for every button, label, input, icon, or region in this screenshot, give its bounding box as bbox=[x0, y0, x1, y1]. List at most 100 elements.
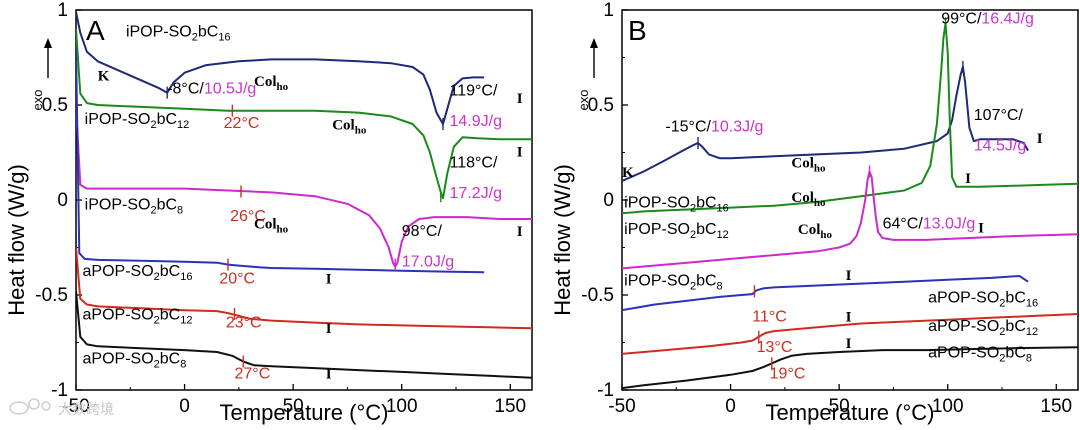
annotation-label: I bbox=[326, 367, 332, 383]
annotation-text2: bC bbox=[1005, 345, 1025, 362]
annotation-text: 22°C bbox=[224, 115, 260, 132]
annotation-text: Col bbox=[254, 74, 276, 90]
annotation-label: 17.2J/g bbox=[449, 185, 501, 202]
panel-b-chart: -50 0 50 100 150 1 0.5 0 -0.5 -1 Temperature (°C) H… bbox=[550, 0, 1079, 425]
annotation-text: iPOP-SO bbox=[624, 195, 690, 212]
series-group bbox=[76, 11, 532, 379]
annotation-text: Col bbox=[798, 222, 821, 238]
annotation-sub2: 12 bbox=[717, 229, 729, 241]
annotation-label: 118°C/ bbox=[449, 155, 497, 172]
annotation-text: 119°C/ bbox=[449, 83, 497, 100]
annotation-sub2: 16 bbox=[717, 203, 729, 215]
annotation-label: iPOP-SO2bC12 bbox=[85, 111, 190, 131]
watermark-logo-icon bbox=[9, 398, 51, 415]
series-line-ipop-so2bc16 bbox=[76, 11, 485, 125]
annotation-text2: bC bbox=[198, 24, 218, 41]
annotation-sub2: 8 bbox=[180, 358, 186, 370]
exo-arrowhead-icon bbox=[590, 38, 598, 48]
x-tick-label: 150 bbox=[494, 396, 526, 417]
annotation-text: 64°C/ bbox=[883, 216, 924, 233]
annotation-text2: bC bbox=[157, 111, 177, 128]
annotation-label: 19°C bbox=[770, 366, 806, 383]
annotation-label: aPOP-SO2bC12 bbox=[928, 318, 1038, 338]
annotation-sub: ho bbox=[277, 81, 289, 93]
annotation-label: Colho bbox=[791, 156, 826, 175]
annotation-label: K bbox=[98, 68, 110, 84]
y-tick-label: -1 bbox=[597, 380, 614, 401]
x-tick-label: -50 bbox=[608, 396, 635, 417]
annotation-label: 99°C/16.4J/g bbox=[941, 10, 1034, 27]
x-axis-title: Temperature (°C) bbox=[220, 400, 389, 425]
annotation-label: 98°C/ bbox=[402, 223, 443, 240]
annotation-text2: bC bbox=[160, 350, 180, 367]
annotation-text: 20°C bbox=[219, 271, 255, 288]
annotation-sub2: 8 bbox=[1026, 353, 1032, 365]
y-tick-label: -0.5 bbox=[35, 285, 68, 306]
x-tick-label: 100 bbox=[386, 396, 418, 417]
annotation-text: K bbox=[622, 165, 634, 181]
annotation-label: 119°C/ bbox=[449, 83, 497, 100]
annotation-enthalpy: 16.4J/g bbox=[981, 10, 1033, 27]
y-tick-label: 0 bbox=[603, 190, 614, 211]
annotation-sub2: 16 bbox=[218, 32, 230, 44]
annotation-text: iPOP-SO bbox=[85, 111, 151, 128]
annotation-sub: 2 bbox=[192, 32, 198, 44]
panel-letter: A bbox=[86, 15, 105, 46]
annotation-label: Colho bbox=[791, 190, 826, 209]
annotation-text: aPOP-SO bbox=[928, 345, 999, 362]
annotation-sub: 2 bbox=[154, 315, 160, 327]
series-line-apop-so2bc16 bbox=[76, 47, 485, 274]
annotation-text2: bC bbox=[157, 197, 177, 214]
annotation-text: 14.5J/g bbox=[974, 138, 1026, 155]
annotation-label: 64°C/13.0J/g bbox=[883, 216, 976, 233]
annotation-sub: 2 bbox=[690, 281, 696, 293]
annotation-sub: ho bbox=[814, 163, 826, 175]
annotation-sub: 2 bbox=[999, 353, 1005, 365]
series-line-apop-so2bc8 bbox=[622, 346, 1078, 390]
series-line-ipop-so2bc8 bbox=[622, 170, 1078, 270]
annotation-text: 107°C/ bbox=[974, 107, 1024, 124]
annotation-enthalpy: 10.5J/g bbox=[204, 81, 256, 98]
annotation-text: iPOP-SO bbox=[624, 221, 690, 238]
annotation-sub: 2 bbox=[150, 205, 156, 217]
annotation-label: I bbox=[978, 220, 984, 236]
annotation-text: 19°C bbox=[770, 366, 806, 383]
annotation-label: I bbox=[517, 144, 523, 160]
annotation-sub2: 8 bbox=[177, 205, 183, 217]
annotation-text2: bC bbox=[696, 221, 716, 238]
annotation-label: 14.5J/g bbox=[974, 138, 1026, 155]
annotation-label: -8°C/10.5J/g bbox=[167, 81, 256, 98]
annotation-text: K bbox=[98, 68, 110, 84]
annotation-text: 99°C/ bbox=[941, 10, 982, 27]
series-line-apop-so2bc12 bbox=[622, 313, 1078, 355]
y-tick-label: 0 bbox=[57, 190, 68, 211]
annotation-text: Col bbox=[254, 217, 276, 233]
annotation-enthalpy: 13.0J/g bbox=[923, 216, 975, 233]
annotation-sub2: 8 bbox=[717, 281, 723, 293]
annotation-text: aPOP-SO bbox=[83, 263, 154, 280]
annotation-label: K bbox=[622, 165, 634, 181]
annotation-text: I bbox=[978, 220, 984, 236]
annotation-text2: bC bbox=[1005, 290, 1025, 307]
annotation-label: -15°C/10.3J/g bbox=[665, 119, 763, 136]
annotation-sub: 2 bbox=[999, 298, 1005, 310]
x-tick-label: 0 bbox=[725, 396, 736, 417]
annotation-label: 17.0J/g bbox=[402, 254, 454, 271]
annotation-label: 23°C bbox=[226, 314, 262, 331]
annotation-text: I bbox=[326, 272, 332, 288]
annotation-text: I bbox=[965, 171, 971, 187]
annotation-sub2: 12 bbox=[180, 315, 192, 327]
annotation-label: 13°C bbox=[757, 339, 793, 356]
series-group bbox=[622, 22, 1078, 390]
annotation-label: I bbox=[1037, 131, 1043, 147]
annotation-text: Col bbox=[791, 190, 814, 206]
annotation-text2: bC bbox=[1005, 318, 1025, 335]
x-tick-label: -50 bbox=[62, 396, 89, 417]
annotation-sub: ho bbox=[355, 125, 367, 137]
y-tick-label: 0.5 bbox=[588, 95, 614, 116]
annotation-text: 26°C bbox=[230, 208, 266, 225]
annotation-label: 27°C bbox=[235, 366, 271, 383]
annotation-text: aPOP-SO bbox=[928, 290, 999, 307]
annotation-text: I bbox=[517, 91, 523, 107]
annotation-label: I bbox=[517, 224, 523, 240]
